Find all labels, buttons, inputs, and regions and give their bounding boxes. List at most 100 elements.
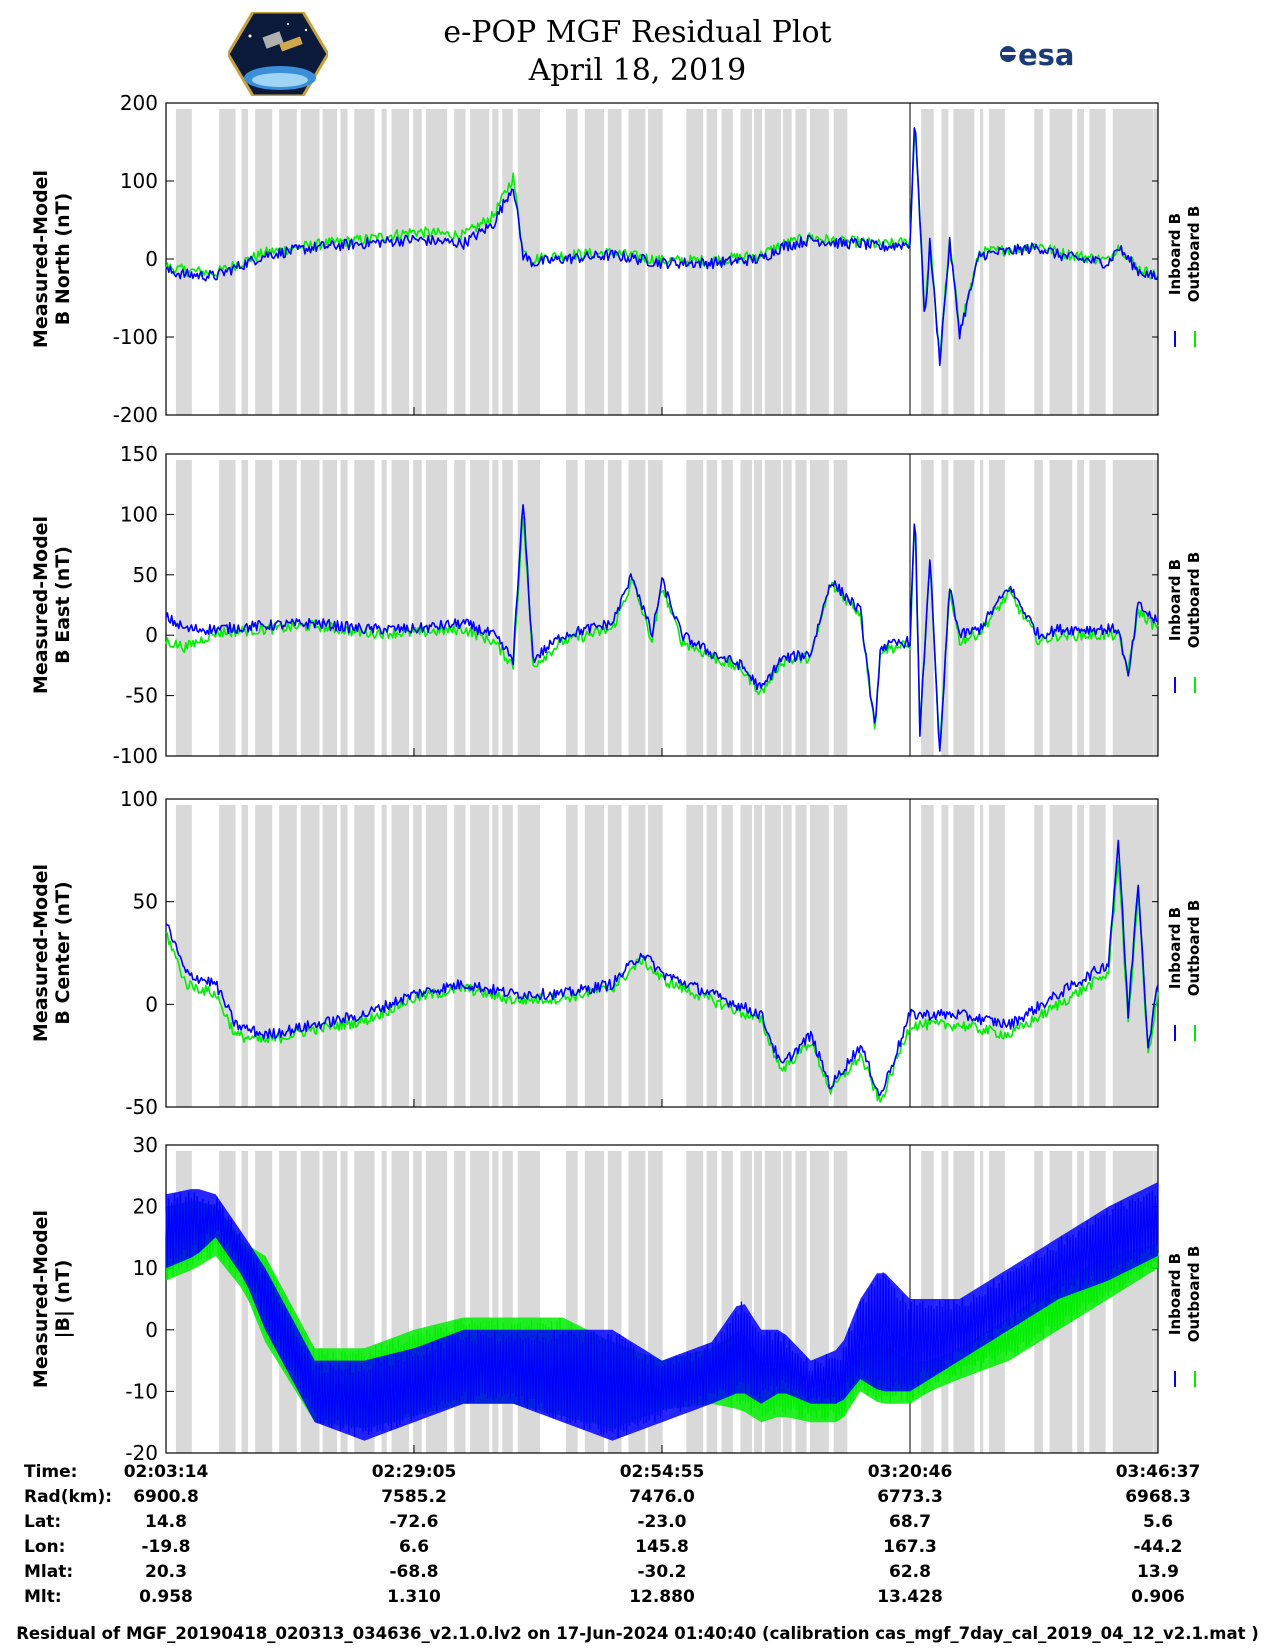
y-tick-label: 50: [133, 563, 158, 587]
gap-shade-bar: [941, 805, 949, 1107]
y-axis-label-line1: Measured-Model: [30, 516, 52, 694]
gap-shade-bar: [340, 1151, 348, 1453]
data-gap-shading: [175, 805, 1158, 1107]
y-axis-label-line1: Measured-Model: [30, 864, 52, 1042]
y-tick-label: -10: [125, 1379, 158, 1403]
gap-shade-bar: [941, 460, 949, 756]
info-cell: 5.6: [1142, 1512, 1174, 1532]
gap-shade-bar: [1113, 460, 1154, 756]
legend-outboard-label: Outboard B: [1185, 206, 1203, 303]
y-axis-label: Measured-ModelB North (nT): [30, 170, 74, 348]
gap-shade-bar: [607, 109, 622, 415]
gap-shade-bar: [628, 805, 646, 1107]
y-tick-label: 100: [120, 502, 158, 526]
gap-shade-bar: [989, 805, 1005, 1107]
gap-shade-bar: [795, 109, 807, 415]
gap-shade-bar: [454, 1151, 466, 1453]
gap-shade-bar: [425, 460, 448, 756]
gap-shade-bar: [381, 1151, 387, 1453]
info-cell: -44.2: [1133, 1537, 1183, 1557]
y-tick-label: 200: [120, 91, 158, 115]
gap-shade-bar: [809, 805, 829, 1107]
gap-shade-bar: [566, 1151, 578, 1453]
gap-shade-bar: [721, 1151, 733, 1453]
gap-shade-bar: [754, 460, 763, 756]
info-cell: 6.6: [398, 1537, 430, 1557]
gap-shade-bar: [255, 460, 273, 756]
gap-shade-bar: [809, 460, 829, 756]
gap-shade-bar: [989, 109, 1005, 415]
gap-shade-bar: [1077, 460, 1084, 756]
y-tick-label: 30: [133, 1133, 158, 1157]
gap-shade-bar: [921, 109, 934, 415]
gap-shade-bar: [1153, 805, 1158, 1107]
gap-shade-bar: [492, 1151, 499, 1453]
panel-2: 150 100 50 0 -50 -100 Measured-ModelB East (nT…: [30, 442, 1203, 768]
y-tick-label: -100: [113, 744, 158, 768]
gap-shade-bar: [381, 109, 387, 415]
y-tick-label: 20: [133, 1195, 158, 1219]
y-tick-label: 100: [120, 169, 158, 193]
gap-shade-bar: [1049, 460, 1073, 756]
legend: Inboard B Outboard B: [1166, 900, 1203, 1041]
info-cell: 03:20:46: [867, 1462, 953, 1482]
gap-shade-bar: [454, 460, 466, 756]
orbit-info-table: Time: Rad(km): Lat: Lon: Mlat: Mlt: 02:03:14 69…: [0, 1462, 1275, 1612]
gap-shade-bar: [607, 805, 622, 1107]
gap-shade-bar: [1153, 1151, 1158, 1453]
gap-shade-bar: [502, 805, 513, 1107]
gap-shade-bar: [980, 805, 984, 1107]
plot-title: e-POP MGF Residual Plot April 18, 2019: [0, 14, 1275, 90]
gap-shade-bar: [628, 460, 646, 756]
info-cell: 13.9: [1137, 1562, 1179, 1582]
title-line-2: April 18, 2019: [528, 53, 747, 88]
gap-shade-bar: [425, 805, 448, 1107]
gap-shade-bar: [980, 109, 984, 415]
gap-shade-bar: [783, 1151, 792, 1453]
gap-shade-bar: [241, 1151, 248, 1453]
gap-shade-bar: [381, 460, 387, 756]
gap-shade-bar: [648, 805, 663, 1107]
gap-shade-bar: [1049, 109, 1073, 415]
legend-inboard-label: Inboard B: [1166, 907, 1184, 989]
info-row-label: Rad(km):: [24, 1487, 113, 1507]
gap-shade-bar: [1089, 109, 1106, 415]
info-cell: -68.8: [389, 1562, 439, 1582]
gap-shade-bar: [279, 805, 297, 1107]
gap-shade-bar: [809, 109, 829, 415]
legend-outboard-label: Outboard B: [1185, 900, 1203, 997]
gap-shade-bar: [340, 805, 348, 1107]
y-tick-label: -100: [113, 325, 158, 349]
gap-shade-bar: [1077, 109, 1084, 415]
gap-shade-bar: [255, 805, 273, 1107]
gap-shade-bar: [584, 109, 605, 415]
gap-shade-bar: [241, 460, 248, 756]
gap-shade-bar: [1034, 109, 1043, 415]
y-tick-label: 10: [133, 1256, 158, 1280]
y-tick-label: 150: [120, 442, 158, 466]
info-cell: 20.3: [145, 1562, 187, 1582]
gap-shade-bar: [566, 460, 578, 756]
gap-shade-bar: [391, 109, 410, 415]
series-inboard: [165, 839, 1159, 1096]
gap-shade-bar: [953, 460, 975, 756]
gap-shade-bar: [517, 109, 541, 415]
gap-shade-bar: [648, 460, 663, 756]
gap-shade-bar: [413, 805, 422, 1107]
gap-shade-bar: [706, 1151, 718, 1453]
gap-shade-bar: [686, 805, 704, 1107]
gap-shade-bar: [255, 109, 273, 415]
gap-shade-bar: [783, 460, 792, 756]
gap-shade-bar: [381, 805, 387, 1107]
gap-shade-bar: [454, 805, 466, 1107]
data-gap-shading: [175, 460, 1158, 756]
gap-shade-bar: [764, 109, 782, 415]
info-cell: 13.428: [877, 1587, 943, 1607]
gap-shade-bar: [454, 109, 466, 415]
y-tick-label: 0: [145, 247, 158, 271]
gap-shade-bar: [340, 460, 348, 756]
gap-shade-bar: [354, 109, 375, 415]
footer-caption: Residual of MGF_20190418_020313_034636_v…: [16, 1624, 1259, 1643]
info-cell: -19.8: [141, 1537, 191, 1557]
